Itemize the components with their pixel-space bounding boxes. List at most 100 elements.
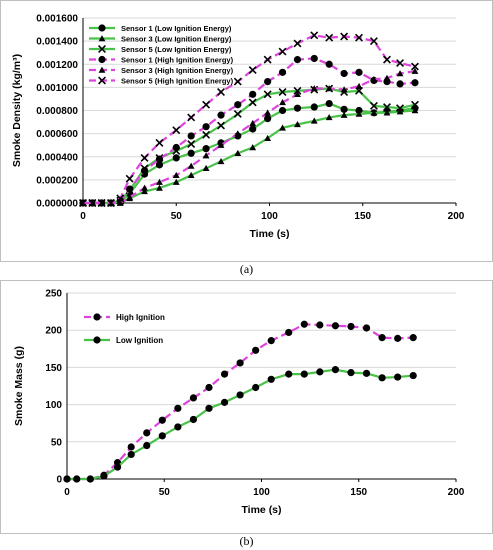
data-point xyxy=(396,104,405,113)
y-tick-label: 50 xyxy=(51,437,63,448)
smoke-density-chart: 0.000000 0.000200 0.000400 0.000600 0.000800… xyxy=(0,0,493,262)
data-point xyxy=(278,68,287,76)
data-point xyxy=(234,130,242,137)
legend-label: Sensor 3 (Low Ignition Energy) xyxy=(121,35,232,44)
legend: High Ignition Low Ignition xyxy=(84,313,165,345)
legend-swatch-marker xyxy=(98,76,106,85)
data-point xyxy=(340,69,348,78)
data-point xyxy=(263,55,272,64)
data-point xyxy=(248,98,257,107)
data-point xyxy=(325,85,333,92)
data-point xyxy=(267,337,275,345)
legend-label: Low Ignition xyxy=(116,336,163,345)
data-point xyxy=(249,144,257,151)
data-point xyxy=(340,111,348,118)
y-tick-label: 0.000200 xyxy=(36,175,78,186)
data-point xyxy=(310,85,318,92)
data-point xyxy=(310,103,318,111)
data-point xyxy=(249,125,257,133)
data-point xyxy=(127,443,135,451)
data-point xyxy=(140,153,149,162)
y-tick-label: 0.000800 xyxy=(36,106,78,117)
series-line xyxy=(67,323,414,481)
data-point xyxy=(378,374,386,382)
data-point xyxy=(325,114,333,121)
legend-label: High Ignition xyxy=(116,313,165,322)
x-tick-label: 150 xyxy=(350,487,367,498)
x-tick-label: 150 xyxy=(354,211,371,222)
smoke-mass-chart-panel: 0 50 100 150 200 250 0 50 100 150 200 Time (s) Smoke… xyxy=(0,280,493,550)
data-point xyxy=(174,404,182,412)
legend-swatch-marker xyxy=(98,35,106,42)
data-point xyxy=(369,37,378,46)
data-point xyxy=(370,109,378,116)
data-point xyxy=(378,334,386,342)
data-point xyxy=(278,88,287,96)
legend-label: Sensor 3 (High Ignition Energy) xyxy=(121,66,234,75)
data-point xyxy=(409,334,417,342)
data-point xyxy=(285,328,293,337)
data-point xyxy=(220,370,229,378)
data-point xyxy=(383,109,391,116)
data-point xyxy=(217,111,225,119)
data-point xyxy=(411,62,419,71)
data-point xyxy=(116,194,125,203)
data-point xyxy=(189,415,198,424)
data-point xyxy=(158,432,166,440)
legend-label: Sensor 1 (Low Ignition Energy) xyxy=(121,24,232,33)
data-point xyxy=(155,161,164,169)
data-point xyxy=(155,138,164,147)
data-point xyxy=(187,132,195,140)
data-point xyxy=(187,140,196,148)
data-point xyxy=(141,188,148,195)
data-point xyxy=(187,171,195,178)
series-5 xyxy=(79,67,419,206)
data-point xyxy=(300,320,308,328)
data-point xyxy=(127,450,135,459)
data-point xyxy=(172,143,180,152)
data-point xyxy=(220,398,229,406)
data-point xyxy=(234,101,242,109)
data-point xyxy=(143,441,151,450)
data-point xyxy=(236,359,244,367)
legend-label: Sensor 5 (Low Ignition Energy) xyxy=(121,45,232,54)
data-point xyxy=(217,157,225,165)
data-point xyxy=(355,106,363,115)
chart-caption-a: (a) xyxy=(239,262,254,276)
data-point xyxy=(369,101,378,110)
data-point xyxy=(316,321,324,329)
x-tick-label: 0 xyxy=(80,211,86,222)
data-point xyxy=(140,167,149,175)
x-tick-label: 100 xyxy=(253,487,270,498)
y-tick-label: 0.001200 xyxy=(36,60,78,71)
x-axis-title: Time (s) xyxy=(241,504,281,516)
data-point xyxy=(285,370,293,378)
data-point xyxy=(396,70,404,77)
data-point xyxy=(411,100,419,109)
data-point xyxy=(97,199,106,207)
data-point xyxy=(158,416,166,424)
data-point xyxy=(396,80,404,88)
data-point xyxy=(383,74,391,81)
data-point xyxy=(126,185,134,193)
data-point xyxy=(278,106,287,115)
y-tick-label: 250 xyxy=(45,289,62,300)
y-tick-label: 150 xyxy=(45,363,62,374)
data-point xyxy=(340,32,349,41)
data-point xyxy=(279,99,286,106)
data-point xyxy=(249,90,257,98)
data-point xyxy=(172,178,180,185)
data-point xyxy=(79,199,87,207)
data-point xyxy=(263,90,272,99)
data-point xyxy=(217,141,225,148)
data-point xyxy=(236,391,244,399)
data-point xyxy=(155,155,164,163)
data-point xyxy=(202,145,210,153)
data-point xyxy=(347,322,355,331)
data-point xyxy=(88,199,97,207)
legend-label: Sensor 5 (High Ignition Energy) xyxy=(121,77,234,86)
legend-swatch-marker xyxy=(93,336,101,344)
data-point xyxy=(278,47,287,56)
y-tick-label: 0.000600 xyxy=(36,129,78,140)
chart-caption-b: (b) xyxy=(239,534,254,548)
